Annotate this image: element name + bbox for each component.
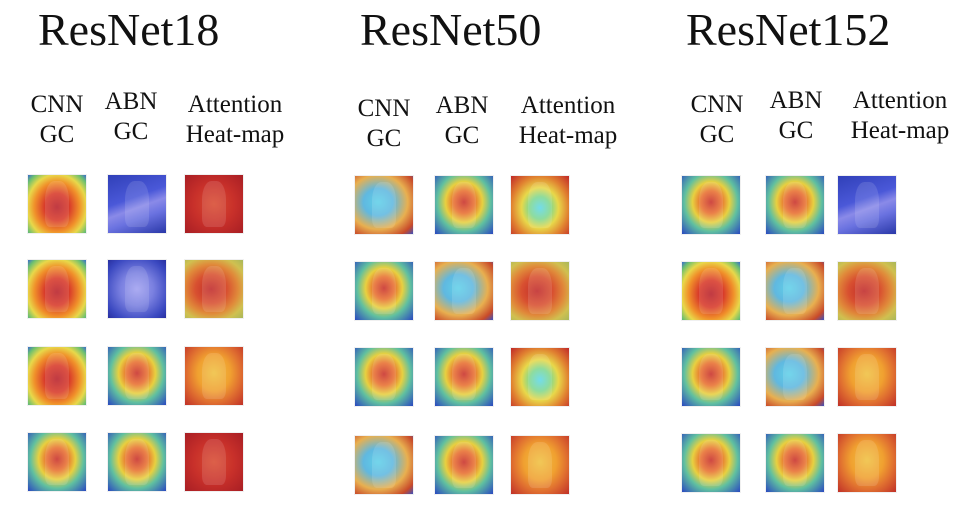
object-silhouette <box>528 353 552 401</box>
object-silhouette <box>783 353 807 401</box>
heatmap-thumbnail-cnn-gc <box>28 260 86 318</box>
column-label-cnn-gc: CNN GC <box>357 95 411 152</box>
heatmap-thumbnail-attention-heatmap <box>838 262 896 320</box>
heatmap-thumbnail-cnn-gc <box>682 348 740 406</box>
object-silhouette <box>528 267 552 315</box>
heatmap-thumbnail-attention-heatmap <box>838 434 896 492</box>
object-silhouette <box>699 267 723 315</box>
heatmap-thumbnail-attention-heatmap <box>185 433 243 491</box>
heatmap-thumbnail-abn-gc <box>766 176 824 234</box>
heatmap-thumbnail-attention-heatmap <box>185 260 243 318</box>
object-silhouette <box>45 180 69 228</box>
heatmap-thumbnail-cnn-gc <box>28 175 86 233</box>
object-silhouette <box>855 353 879 401</box>
heatmap-thumbnail-abn-gc <box>108 260 166 318</box>
object-silhouette <box>372 441 396 489</box>
object-silhouette <box>452 353 476 401</box>
object-silhouette <box>452 181 476 229</box>
heatmap-thumbnail-abn-gc <box>108 175 166 233</box>
heatmap-thumbnail-cnn-gc <box>355 348 413 406</box>
column-label-cnn-gc: CNN GC <box>690 91 744 148</box>
column-label-abn-gc: ABN GC <box>104 88 158 145</box>
object-silhouette <box>855 267 879 315</box>
object-silhouette <box>528 181 552 229</box>
heatmap-thumbnail-abn-gc <box>766 348 824 406</box>
heatmap-thumbnail-cnn-gc <box>355 176 413 234</box>
heatmap-thumbnail-attention-heatmap <box>511 436 569 494</box>
heatmap-thumbnail-abn-gc <box>108 433 166 491</box>
object-silhouette <box>202 352 226 400</box>
heatmap-thumbnail-cnn-gc <box>28 347 86 405</box>
heatmap-thumbnail-abn-gc <box>766 434 824 492</box>
panel-title: ResNet50 <box>360 4 542 55</box>
heatmap-thumbnail-cnn-gc <box>355 436 413 494</box>
heatmap-thumbnail-attention-heatmap <box>511 348 569 406</box>
heatmap-thumbnail-cnn-gc <box>682 434 740 492</box>
heatmap-thumbnail-abn-gc <box>766 262 824 320</box>
heatmap-thumbnail-abn-gc <box>435 176 493 234</box>
heatmap-thumbnail-attention-heatmap <box>511 262 569 320</box>
panel-resnet18: ResNet18 CNN GC ABN GC Attention Heat-ma… <box>28 0 298 512</box>
object-silhouette <box>45 265 69 313</box>
object-silhouette <box>202 265 226 313</box>
heatmap-thumbnail-attention-heatmap <box>511 176 569 234</box>
object-silhouette <box>783 439 807 487</box>
heatmap-thumbnail-abn-gc <box>435 436 493 494</box>
object-silhouette <box>452 267 476 315</box>
object-silhouette <box>372 181 396 229</box>
object-silhouette <box>699 181 723 229</box>
heatmap-thumbnail-cnn-gc <box>682 176 740 234</box>
heatmap-thumbnail-abn-gc <box>435 348 493 406</box>
object-silhouette <box>202 180 226 228</box>
panel-title: ResNet152 <box>686 4 891 55</box>
object-silhouette <box>783 267 807 315</box>
object-silhouette <box>202 438 226 486</box>
heatmap-thumbnail-cnn-gc <box>355 262 413 320</box>
column-label-abn-gc: ABN GC <box>769 87 823 144</box>
heatmap-thumbnail-abn-gc <box>435 262 493 320</box>
object-silhouette <box>452 441 476 489</box>
column-label-attention-heatmap: Attention Heat-map <box>518 92 618 149</box>
heatmap-thumbnail-attention-heatmap <box>838 176 896 234</box>
object-silhouette <box>855 439 879 487</box>
heatmap-thumbnail-attention-heatmap <box>185 347 243 405</box>
heatmap-thumbnail-attention-heatmap <box>838 348 896 406</box>
object-silhouette <box>699 439 723 487</box>
heatmap-thumbnail-cnn-gc <box>682 262 740 320</box>
object-silhouette <box>528 441 552 489</box>
column-label-abn-gc: ABN GC <box>435 92 489 149</box>
object-silhouette <box>125 180 149 228</box>
column-label-attention-heatmap: Attention Heat-map <box>185 91 285 148</box>
object-silhouette <box>125 438 149 486</box>
heatmap-thumbnail-abn-gc <box>108 347 166 405</box>
object-silhouette <box>372 267 396 315</box>
panel-title: ResNet18 <box>38 4 220 55</box>
column-label-attention-heatmap: Attention Heat-map <box>850 87 950 144</box>
object-silhouette <box>855 181 879 229</box>
column-label-cnn-gc: CNN GC <box>30 91 84 148</box>
panel-resnet152: ResNet152 CNN GC ABN GC Attention Heat-m… <box>670 0 962 512</box>
panel-resnet50: ResNet50 CNN GC ABN GC Attention Heat-ma… <box>348 0 638 512</box>
heatmap-thumbnail-attention-heatmap <box>185 175 243 233</box>
object-silhouette <box>125 265 149 313</box>
object-silhouette <box>783 181 807 229</box>
object-silhouette <box>699 353 723 401</box>
heatmap-thumbnail-cnn-gc <box>28 433 86 491</box>
object-silhouette <box>45 352 69 400</box>
object-silhouette <box>45 438 69 486</box>
object-silhouette <box>372 353 396 401</box>
object-silhouette <box>125 352 149 400</box>
